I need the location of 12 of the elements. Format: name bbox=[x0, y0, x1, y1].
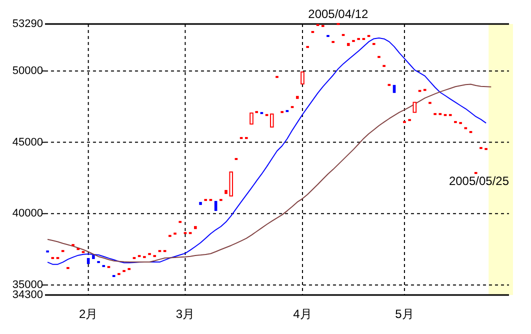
annotation: 2005/05/25 bbox=[448, 174, 510, 188]
y-tick-label: 45000 bbox=[12, 136, 43, 148]
x-tick-label: 3月 bbox=[176, 307, 195, 321]
x-tick-label: 2月 bbox=[78, 307, 98, 321]
y-tick-label: 34300 bbox=[12, 289, 43, 301]
y-tick-label: 50000 bbox=[12, 64, 43, 77]
text: 2005/04/12 bbox=[308, 7, 369, 21]
x-tick-label: 4月 bbox=[293, 307, 312, 321]
y-tick-label: 35000 bbox=[12, 279, 43, 292]
y-tick-label: 53290 bbox=[12, 18, 43, 30]
x-tick-label: 5月 bbox=[395, 307, 414, 321]
y-tick-label: 40000 bbox=[12, 208, 43, 220]
